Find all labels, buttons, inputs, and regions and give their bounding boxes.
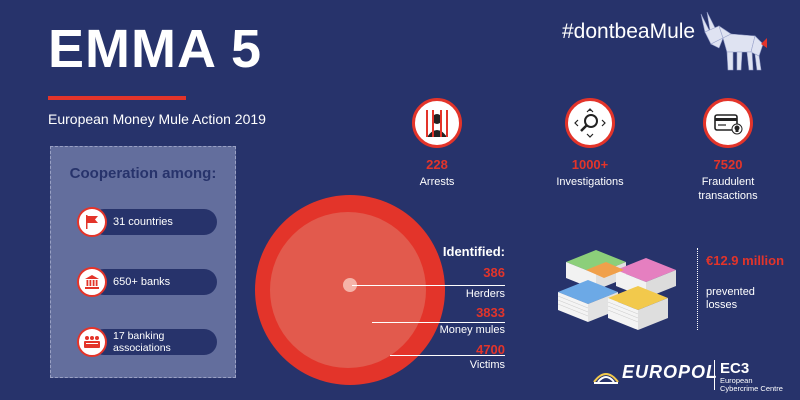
investigations-label: Investigations bbox=[556, 176, 624, 188]
herders-pointer-line bbox=[352, 285, 505, 286]
bank-icon bbox=[77, 267, 107, 297]
ec3-subtitle: European Cybercrime Centre bbox=[720, 376, 783, 393]
card-fraud-icon bbox=[703, 98, 753, 148]
cooperation-panel: Cooperation among: 31 countries 650+ ban… bbox=[50, 146, 236, 378]
title-underline bbox=[48, 96, 186, 100]
herders-circle bbox=[343, 278, 357, 292]
money-mules-value: 3833 bbox=[476, 305, 505, 320]
cooperation-item-associations: 17 banking associations bbox=[77, 327, 219, 357]
arrests-value: 228 bbox=[426, 157, 448, 172]
losses-bracket bbox=[697, 248, 698, 330]
cooperation-item-countries: 31 countries bbox=[77, 207, 219, 237]
cooperation-title: Cooperation among: bbox=[69, 165, 217, 182]
victims-label: Victims bbox=[469, 359, 505, 371]
fraudulent-transactions-label: Fraudulent transactions bbox=[698, 176, 758, 202]
cooperation-item-banks: 650+ banks bbox=[77, 267, 219, 297]
prevented-losses-label: prevented losses bbox=[706, 286, 755, 311]
herders-value: 386 bbox=[483, 265, 505, 280]
prisoner-icon bbox=[412, 98, 462, 148]
euro-banknotes-illustration bbox=[557, 250, 676, 330]
identified-heading: Identified: bbox=[442, 244, 505, 259]
europol-logo-text: EUROPOL bbox=[622, 362, 719, 382]
page-title: EMMA 5 bbox=[48, 19, 263, 79]
prevented-losses-value: €12.9 million bbox=[706, 253, 785, 268]
ec3-logo-text: EC3 bbox=[720, 360, 750, 377]
money-mules-pointer-line bbox=[372, 322, 505, 323]
cooperation-item-label: 650+ banks bbox=[91, 269, 217, 295]
arrests-label: Arrests bbox=[419, 176, 455, 188]
flag-icon bbox=[77, 207, 107, 237]
donkey-icon bbox=[700, 11, 767, 71]
hashtag-text: #dontbeaMule bbox=[562, 20, 696, 43]
herders-label: Herders bbox=[465, 288, 505, 300]
fraudulent-transactions-value: 7520 bbox=[713, 157, 743, 172]
victims-pointer-line bbox=[390, 355, 505, 356]
investigations-value: 1000+ bbox=[571, 157, 609, 172]
cooperation-item-label: 31 countries bbox=[91, 209, 217, 235]
europol-flag-icon bbox=[593, 373, 619, 384]
page-subtitle: European Money Mule Action 2019 bbox=[48, 111, 266, 127]
cooperation-item-label: 17 banking associations bbox=[91, 329, 217, 355]
magnifier-icon bbox=[565, 98, 615, 148]
money-mules-label: Money mules bbox=[439, 324, 505, 336]
logo-divider bbox=[714, 360, 715, 390]
victims-value: 4700 bbox=[476, 342, 505, 357]
association-icon bbox=[77, 327, 107, 357]
